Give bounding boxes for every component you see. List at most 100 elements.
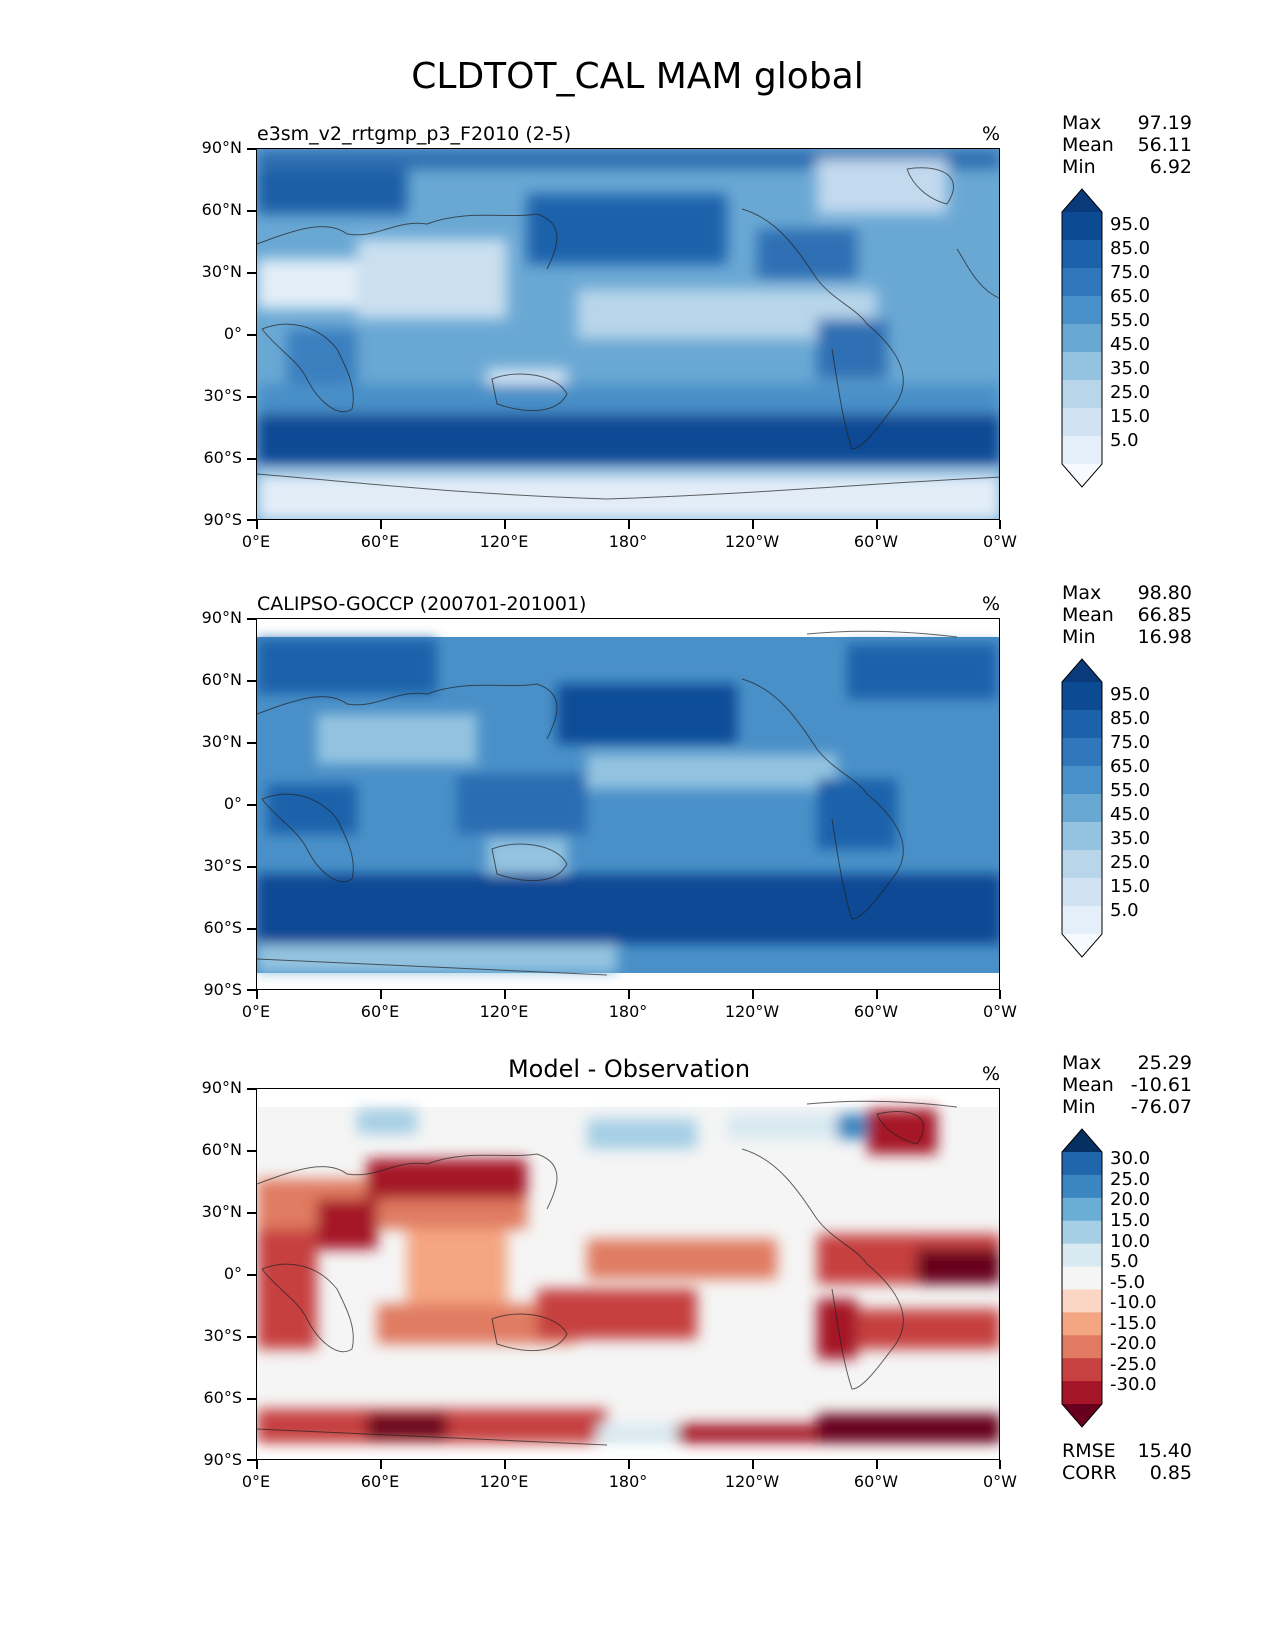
lon-tick: [876, 990, 878, 999]
lat-label: 60°S: [203, 448, 242, 467]
lat-tick: [247, 210, 256, 212]
colorbar-label: 25.0: [1110, 1169, 1151, 1190]
colorbar-label: 5.0: [1110, 430, 1139, 451]
lon-label: 120°W: [724, 1472, 780, 1491]
lat-label: 30°N: [201, 732, 242, 751]
colorbar-segment: [1062, 1266, 1102, 1290]
colorbar-label: -25.0: [1110, 1354, 1157, 1375]
lat-tick: [247, 519, 256, 521]
colorbar-label: 65.0: [1110, 756, 1151, 777]
colorbar-segment: [1062, 766, 1102, 795]
colorbar-extend-top: [1062, 1129, 1102, 1152]
lon-tick: [999, 1460, 1001, 1469]
colorbar-segment: [1062, 738, 1102, 767]
lon-label: 120°E: [479, 532, 529, 551]
lon-tick: [628, 990, 630, 999]
colorbar-segment: [1062, 822, 1102, 851]
colorbar-label: 5.0: [1110, 1251, 1139, 1272]
lon-label: 60°W: [853, 1472, 899, 1491]
lat-tick: [247, 989, 256, 991]
colorbar-label: -20.0: [1110, 1333, 1157, 1354]
colorbar-segment: [1062, 352, 1102, 381]
stat-max: Max 25.29: [1062, 1052, 1192, 1074]
lat-tick: [247, 334, 256, 336]
lon-label: 180°: [608, 532, 648, 551]
lat-label: 90°S: [203, 1450, 242, 1469]
colorbar-segment: [1062, 794, 1102, 823]
lat-label: 0°: [223, 794, 242, 813]
lon-tick: [256, 520, 258, 529]
lat-label: 30°S: [203, 1326, 242, 1345]
lat-tick: [247, 804, 256, 806]
lon-label: 180°: [608, 1472, 648, 1491]
lon-label: 0°E: [241, 1002, 271, 1021]
lon-label: 60°W: [853, 1002, 899, 1021]
lat-tick: [247, 1336, 256, 1338]
lat-label: 30°N: [201, 262, 242, 281]
lat-label: 60°N: [201, 670, 242, 689]
lon-label: 120°E: [479, 1472, 529, 1491]
lat-label: 30°S: [203, 386, 242, 405]
colorbar-label: 15.0: [1110, 1210, 1151, 1231]
colorbar-segment: [1062, 906, 1102, 935]
stat-mean: Mean -10.61: [1062, 1074, 1192, 1096]
colorbar-segment: [1062, 878, 1102, 907]
colorbar-label: 15.0: [1110, 406, 1151, 427]
lat-tick: [247, 618, 256, 620]
colorbar-label: 75.0: [1110, 262, 1151, 283]
colorbar-label: -30.0: [1110, 1374, 1157, 1395]
stats-box: Max 25.29 Mean -10.61 Min -76.07: [1062, 1052, 1192, 1118]
colorbar: [1061, 658, 1103, 958]
lat-tick: [247, 458, 256, 460]
unit-label: %: [982, 123, 1001, 145]
unit-label: %: [982, 593, 1001, 615]
lon-tick: [504, 520, 506, 529]
map-difference: [256, 1088, 1000, 1460]
lon-tick: [876, 1460, 878, 1469]
lat-tick: [247, 1398, 256, 1400]
colorbar-label: -10.0: [1110, 1292, 1157, 1313]
colorbar-segment: [1062, 240, 1102, 269]
lon-tick: [999, 990, 1001, 999]
lat-tick: [247, 742, 256, 744]
lat-label: 0°: [223, 324, 242, 343]
lat-label: 30°N: [201, 1202, 242, 1221]
colorbar-label: 25.0: [1110, 382, 1151, 403]
lon-label: 180°: [608, 1002, 648, 1021]
lon-label: 0°E: [241, 1472, 271, 1491]
lon-label: 60°E: [360, 1002, 400, 1021]
colorbar-label: 95.0: [1110, 684, 1151, 705]
colorbar-label: 35.0: [1110, 358, 1151, 379]
lon-tick: [380, 520, 382, 529]
stat-mean: Mean 66.85: [1062, 604, 1192, 626]
lat-label: 90°S: [203, 980, 242, 999]
lat-tick: [247, 1150, 256, 1152]
lat-tick: [247, 272, 256, 274]
lat-tick: [247, 1274, 256, 1276]
stat-min: Min 16.98: [1062, 626, 1192, 648]
lon-label: 60°W: [853, 532, 899, 551]
lat-tick: [247, 928, 256, 930]
stat-corr: CORR 0.85: [1062, 1462, 1192, 1484]
colorbar-extend-bottom: [1062, 934, 1102, 957]
lon-label: 60°E: [360, 532, 400, 551]
colorbar-outline: [1061, 658, 1103, 958]
lon-tick: [752, 1460, 754, 1469]
colorbar-segment: [1062, 850, 1102, 879]
stat-max: Max 97.19: [1062, 112, 1192, 134]
stat-mean: Mean 56.11: [1062, 134, 1192, 156]
lon-tick: [256, 990, 258, 999]
panel-title: Model - Observation: [507, 1055, 751, 1083]
stats-box: Max 98.80 Mean 66.85 Min 16.98: [1062, 582, 1192, 648]
colorbar-label: 45.0: [1110, 804, 1151, 825]
colorbar-segment: [1062, 1335, 1102, 1359]
stat-min: Min 6.92: [1062, 156, 1192, 178]
colorbar-label: 5.0: [1110, 900, 1139, 921]
lon-tick: [999, 520, 1001, 529]
colorbar-segment: [1062, 1243, 1102, 1268]
colorbar-segment: [1062, 296, 1102, 325]
colorbar-label: 55.0: [1110, 780, 1151, 801]
lat-label: 60°N: [201, 1140, 242, 1159]
colorbar-segment: [1062, 380, 1102, 409]
panel-observation: CALIPSO-GOCCP (200701-201001) %: [0, 582, 1275, 1062]
